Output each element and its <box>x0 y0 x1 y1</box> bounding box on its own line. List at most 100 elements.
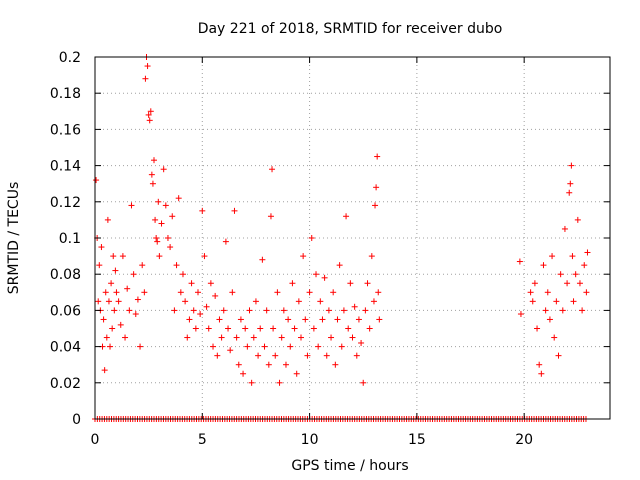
data-point <box>364 280 371 287</box>
data-point <box>186 316 193 323</box>
data-point <box>349 334 356 341</box>
y-tick-label: 0.1 <box>59 231 81 247</box>
data-point <box>355 316 362 323</box>
data-point <box>199 207 206 214</box>
data-point <box>158 220 165 227</box>
data-point <box>229 289 236 296</box>
data-point <box>96 262 103 269</box>
data-point <box>246 307 253 314</box>
data-point <box>280 307 287 314</box>
data-point <box>242 325 249 332</box>
data-point <box>179 271 186 278</box>
data-point <box>567 180 574 187</box>
data-point <box>175 195 182 202</box>
data-point <box>261 343 268 350</box>
data-point <box>146 117 153 124</box>
data-point <box>529 298 536 305</box>
data-point <box>220 307 227 314</box>
data-point <box>201 253 208 260</box>
data-point <box>151 157 158 164</box>
y-tick-label: 0.06 <box>50 303 81 319</box>
data-point <box>559 307 566 314</box>
data-point <box>375 289 382 296</box>
data-point <box>173 262 180 269</box>
data-point <box>343 213 350 220</box>
data-point <box>216 316 223 323</box>
data-point <box>517 311 524 318</box>
data-point <box>250 334 257 341</box>
data-points <box>93 54 591 386</box>
data-point <box>376 316 383 323</box>
data-point <box>584 249 591 256</box>
data-point <box>149 180 156 187</box>
data-point <box>128 202 135 209</box>
y-tick-label: 0.12 <box>50 195 81 211</box>
data-point <box>308 235 315 241</box>
data-point <box>516 258 523 265</box>
data-point <box>95 298 102 305</box>
data-point <box>362 307 369 314</box>
data-point <box>304 352 311 359</box>
data-point <box>551 334 558 341</box>
data-point <box>561 225 568 232</box>
data-point <box>105 298 112 305</box>
data-point <box>210 343 217 350</box>
data-point <box>108 280 115 287</box>
data-point <box>310 325 317 332</box>
data-point <box>287 343 294 350</box>
data-point <box>231 207 238 214</box>
data-point <box>107 343 114 350</box>
data-point <box>569 253 576 260</box>
grid-lines <box>95 57 610 419</box>
data-point <box>358 339 365 346</box>
data-point <box>269 166 276 173</box>
data-point <box>340 307 347 314</box>
data-point <box>119 253 126 260</box>
data-point <box>248 379 255 386</box>
data-point <box>252 298 259 305</box>
data-point <box>313 271 320 278</box>
data-point <box>368 253 375 260</box>
data-point <box>169 213 176 220</box>
x-tick-label: 20 <box>515 432 533 448</box>
data-point <box>553 298 560 305</box>
data-point <box>583 289 590 296</box>
data-point <box>374 153 381 160</box>
data-point <box>195 289 201 296</box>
data-point <box>278 334 285 341</box>
data-point <box>155 198 162 205</box>
data-point <box>134 296 141 303</box>
data-point <box>205 325 212 332</box>
data-point <box>160 166 167 173</box>
data-point <box>353 352 360 359</box>
data-point <box>145 111 152 118</box>
data-point <box>334 316 341 323</box>
data-point <box>255 352 262 359</box>
data-point <box>574 216 581 223</box>
data-point <box>347 280 354 287</box>
data-point <box>542 307 549 314</box>
data-point <box>132 311 139 318</box>
data-point <box>366 325 373 332</box>
data-point <box>540 262 547 269</box>
data-point <box>538 370 545 377</box>
y-tick-label: 0.2 <box>59 50 81 66</box>
data-point <box>115 298 122 305</box>
data-point <box>144 63 151 70</box>
y-tick-label: 0.18 <box>50 86 81 102</box>
data-point <box>240 370 247 377</box>
axis-ticks: 0 0.02 0.04 0.06 0.08 0.1 0.12 0.14 0.16 0.18 0.2 0… <box>50 50 610 448</box>
data-point <box>531 280 538 287</box>
data-point <box>345 325 352 332</box>
data-point <box>147 108 154 115</box>
data-point <box>289 280 296 287</box>
data-point <box>336 262 343 269</box>
data-point <box>237 316 244 323</box>
data-point <box>285 316 292 323</box>
data-point <box>338 343 345 350</box>
data-point <box>141 289 148 296</box>
data-point <box>171 307 178 314</box>
data-point <box>192 325 199 332</box>
data-point <box>142 75 149 82</box>
